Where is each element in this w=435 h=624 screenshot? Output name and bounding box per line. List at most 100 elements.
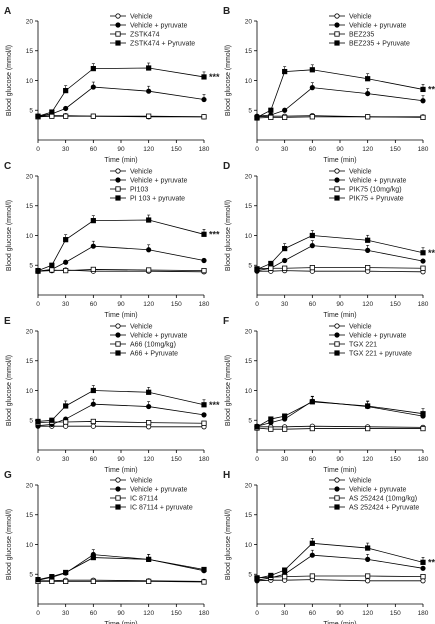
series-c-2 <box>35 266 207 274</box>
series-b-3 <box>254 64 426 120</box>
legend-item-h-3: AS 252424 + Pyruvate <box>329 504 419 512</box>
panel-h: H 5 10 15 20 0 30 60 90 120 150 180 Time (min) Blood … <box>223 470 435 624</box>
data-point-f-2 <box>268 426 274 432</box>
series-line-a-1 <box>37 86 205 117</box>
x-tick-label-a: 90 <box>117 146 125 153</box>
y-tick-label-b: 20 <box>245 18 253 25</box>
legend-marker-h <box>334 504 340 510</box>
legend-label-h: Vehicle + pyruvate <box>349 487 407 494</box>
data-point-h-3 <box>282 567 288 573</box>
legend-label-c: Vehicle + pyruvate <box>130 178 188 185</box>
data-point-h-1 <box>420 565 426 571</box>
data-point-b-1 <box>420 98 426 104</box>
significance-label-e: *** <box>209 400 220 410</box>
y-tick-label-f: 15 <box>245 358 253 365</box>
data-point-g-3 <box>201 566 207 573</box>
data-point-c-3 <box>63 237 69 243</box>
legend-item-g-3: IC 87114 + pyruvate <box>110 504 193 512</box>
data-point-c-3 <box>146 217 152 223</box>
significance-label-c: *** <box>209 229 220 239</box>
data-point-c-3 <box>35 268 41 274</box>
legend-label-d: Vehicle + pyruvate <box>349 178 407 185</box>
series-h-2 <box>254 573 426 581</box>
data-point-e-2 <box>146 420 152 426</box>
legend-marker-d <box>334 177 340 183</box>
x-axis-title-b: Time (min) <box>323 157 356 164</box>
legend-item-a-2: ZSTK474 <box>110 31 160 39</box>
x-tick-label-e: 120 <box>143 456 154 463</box>
x-tick-label-a: 0 <box>36 146 40 153</box>
legend-item-b-1: Vehicle + pyruvate <box>329 22 407 30</box>
data-point-d-2 <box>309 265 315 271</box>
legend-label-b: Vehicle + pyruvate <box>349 23 407 30</box>
series-e-0 <box>35 423 207 430</box>
data-point-d-1 <box>309 243 315 249</box>
data-point-d-2 <box>268 265 274 271</box>
data-point-c-2 <box>49 267 55 273</box>
x-tick-label-f: 180 <box>418 456 429 463</box>
data-point-c-3 <box>90 218 96 224</box>
x-tick-label-e: 60 <box>90 456 98 463</box>
data-point-d-3 <box>365 237 371 243</box>
x-tick-label-c: 180 <box>199 301 210 308</box>
data-point-f-2 <box>365 425 371 432</box>
panel-g: G 5 10 15 20 0 30 60 90 120 150 180 Time (min) Blood … <box>4 470 210 624</box>
data-point-c-2 <box>201 268 207 274</box>
data-point-a-2 <box>201 114 207 120</box>
x-tick-label-e: 180 <box>199 456 210 463</box>
x-tick-label-g: 0 <box>36 610 40 617</box>
legend-item-f-1: Vehicle + pyruvate <box>329 332 407 340</box>
data-point-e-3 <box>35 418 41 425</box>
legend-label-b: Vehicle <box>349 14 372 21</box>
x-tick-label-g: 90 <box>117 610 125 617</box>
data-point-h-3 <box>420 559 426 565</box>
series-d-2 <box>254 265 426 272</box>
series-d-0 <box>254 268 426 275</box>
x-axis-title-d: Time (min) <box>323 312 356 319</box>
y-tick-label-e: 15 <box>26 358 34 365</box>
legend-item-d-1: Vehicle + pyruvate <box>329 177 407 185</box>
legend-label-d: PIK75 (10mg/kg) <box>349 187 402 194</box>
legend-label-f: TGX 221 + pyruvate <box>349 351 412 358</box>
y-tick-label-h: 20 <box>245 482 253 489</box>
series-g-1 <box>35 549 207 583</box>
legend-label-c: PI103 <box>130 187 148 194</box>
legend-label-h: AS 252424 + Pyruvate <box>349 505 419 512</box>
legend-item-a-0: Vehicle <box>110 13 153 21</box>
series-b-2 <box>254 114 426 121</box>
data-point-f-3 <box>282 413 288 419</box>
y-tick-label-g: 10 <box>26 542 34 549</box>
data-point-f-3 <box>309 399 315 405</box>
y-tick-label-b: 5 <box>248 108 252 115</box>
legend-item-e-3: A66 + Pyruvate <box>110 350 178 358</box>
x-tick-label-g: 30 <box>62 610 70 617</box>
legend-marker-g <box>115 477 121 483</box>
data-point-a-3 <box>90 66 96 72</box>
y-tick-label-c: 20 <box>26 173 34 180</box>
data-point-b-2 <box>365 114 371 120</box>
legend-marker-f <box>334 332 340 338</box>
series-line-g-3 <box>37 557 205 580</box>
series-e-2 <box>35 418 207 426</box>
x-tick-label-b: 180 <box>418 146 429 153</box>
data-point-g-3 <box>49 574 55 580</box>
data-point-a-1 <box>63 105 69 112</box>
x-tick-label-c: 150 <box>171 301 182 308</box>
series-line-a-3 <box>37 67 205 117</box>
y-tick-label-f: 10 <box>245 388 253 395</box>
series-g-3 <box>35 552 207 583</box>
data-point-e-2 <box>63 419 69 425</box>
legend-label-e: A66 + Pyruvate <box>130 351 178 358</box>
legend-item-c-0: Vehicle <box>110 168 153 176</box>
legend-label-g: IC 87114 + pyruvate <box>130 505 193 512</box>
legend-item-g-2: IC 87114 <box>110 495 158 503</box>
series-f-3 <box>254 396 426 430</box>
legend-marker-c <box>115 177 121 183</box>
data-point-f-2 <box>309 425 315 432</box>
legend-label-e: A66 (10mg/kg) <box>130 342 176 349</box>
series-line-d-3 <box>256 235 424 270</box>
legend-marker-h <box>334 486 340 492</box>
series-g-2 <box>35 578 207 585</box>
y-tick-label-g: 20 <box>26 482 34 489</box>
data-point-g-2 <box>49 578 55 584</box>
